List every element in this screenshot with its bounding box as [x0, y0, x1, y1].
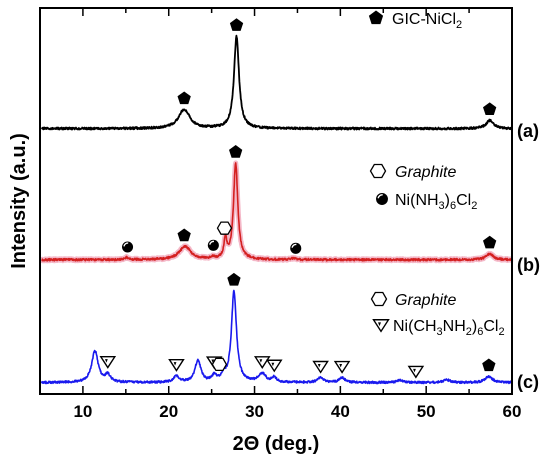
legend-text-part: NH — [443, 318, 466, 335]
triangle-fill — [211, 359, 215, 364]
legend-pentagon-icon — [368, 10, 384, 25]
pentagon-marker — [227, 272, 241, 286]
legend-text-part: Graphite — [395, 164, 456, 181]
trace-label-b: (b) — [517, 255, 540, 275]
x-tick-label: 60 — [503, 402, 522, 421]
legend-subscript: 3 — [437, 326, 443, 338]
legend-text-part: Ni(CH — [393, 318, 437, 335]
legend-layer: GIC-NiCl2GraphiteNi(NH3)6Cl2GraphiteNi(C… — [368, 10, 505, 338]
pentagon-marker — [177, 228, 191, 242]
legend-text-part: ) — [472, 318, 477, 335]
legend-subscript: 2 — [471, 200, 477, 212]
ball-highlight — [377, 194, 383, 199]
legend-text-part: GIC-NiCl — [392, 11, 456, 28]
legend-subscript: 2 — [456, 19, 462, 31]
ball-highlight — [291, 243, 297, 248]
x-tick-label: 20 — [159, 402, 178, 421]
triangle-fill — [378, 322, 381, 327]
triangle-fill — [259, 359, 263, 363]
legend-text-part: Cl — [456, 192, 471, 209]
legend-label: Graphite — [395, 164, 456, 181]
ball-highlight — [209, 240, 215, 245]
pentagon-marker — [229, 145, 243, 158]
triangle-fill — [339, 364, 343, 368]
x-tick-label: 30 — [245, 402, 264, 421]
triangle-fill — [413, 368, 416, 373]
triangle-down-marker — [99, 356, 117, 369]
trace-labels: (a) (b) (c) — [517, 121, 540, 392]
legend-subscript: 2 — [466, 326, 472, 338]
pentagon-marker — [229, 18, 244, 31]
triangle-down-marker — [312, 360, 329, 374]
triangle-fill — [104, 359, 108, 363]
legend-triangle-down-icon — [372, 319, 390, 333]
pentagon-marker — [177, 91, 191, 105]
y-axis-title: Intensity (a.u.) — [8, 133, 30, 269]
legend-subscript: 2 — [498, 326, 504, 338]
legend-text-part: Graphite — [395, 292, 456, 309]
triangle-fill — [271, 362, 275, 367]
triangle-down-marker — [253, 356, 271, 369]
trace-b — [41, 162, 513, 262]
triangle-down-marker — [168, 358, 185, 372]
trace-label-a: (a) — [517, 121, 539, 141]
trace-label-c: (c) — [517, 372, 539, 392]
x-tick-label: 50 — [417, 402, 436, 421]
triangle-down-marker — [333, 360, 351, 374]
pentagon-marker — [483, 235, 497, 249]
legend-text-part: ) — [445, 192, 450, 209]
hexagon-marker — [216, 221, 233, 235]
pentagon-marker — [483, 102, 497, 115]
pentagon-marker — [482, 358, 496, 372]
trace-c — [40, 289, 513, 385]
plot-frame — [39, 7, 513, 395]
legend-hexagon-icon — [369, 163, 387, 179]
x-tick-label: 40 — [331, 402, 350, 421]
legend-label: Graphite — [395, 292, 456, 309]
trace-a — [40, 34, 513, 131]
triangle-fill — [173, 362, 177, 366]
markers-layer — [99, 18, 497, 379]
triangle-fill — [317, 363, 321, 368]
x-axis: 10 20 30 40 50 60 — [39, 8, 522, 421]
triangle-down-marker — [407, 365, 425, 379]
traces-layer — [39, 34, 514, 385]
x-axis-title: 2Θ (deg.) — [233, 433, 320, 455]
legend-hexagon-icon — [370, 291, 388, 307]
legend-label: GIC-NiCl2 — [392, 11, 462, 31]
x-tick-label: 10 — [73, 402, 92, 421]
hexagon-marker — [211, 357, 228, 372]
legend-label: Ni(NH3)6Cl2 — [395, 192, 477, 212]
triangle-down-marker — [265, 359, 283, 373]
legend-subscript: 6 — [477, 326, 483, 338]
legend-text-part: Cl — [483, 318, 498, 335]
ball-highlight — [123, 242, 129, 247]
legend-text-part: Ni(NH — [395, 192, 439, 209]
legend-subscript: 3 — [439, 200, 445, 212]
legend-label: Ni(CH3NH2)6Cl2 — [393, 318, 505, 338]
legend-subscript: 6 — [450, 200, 456, 212]
